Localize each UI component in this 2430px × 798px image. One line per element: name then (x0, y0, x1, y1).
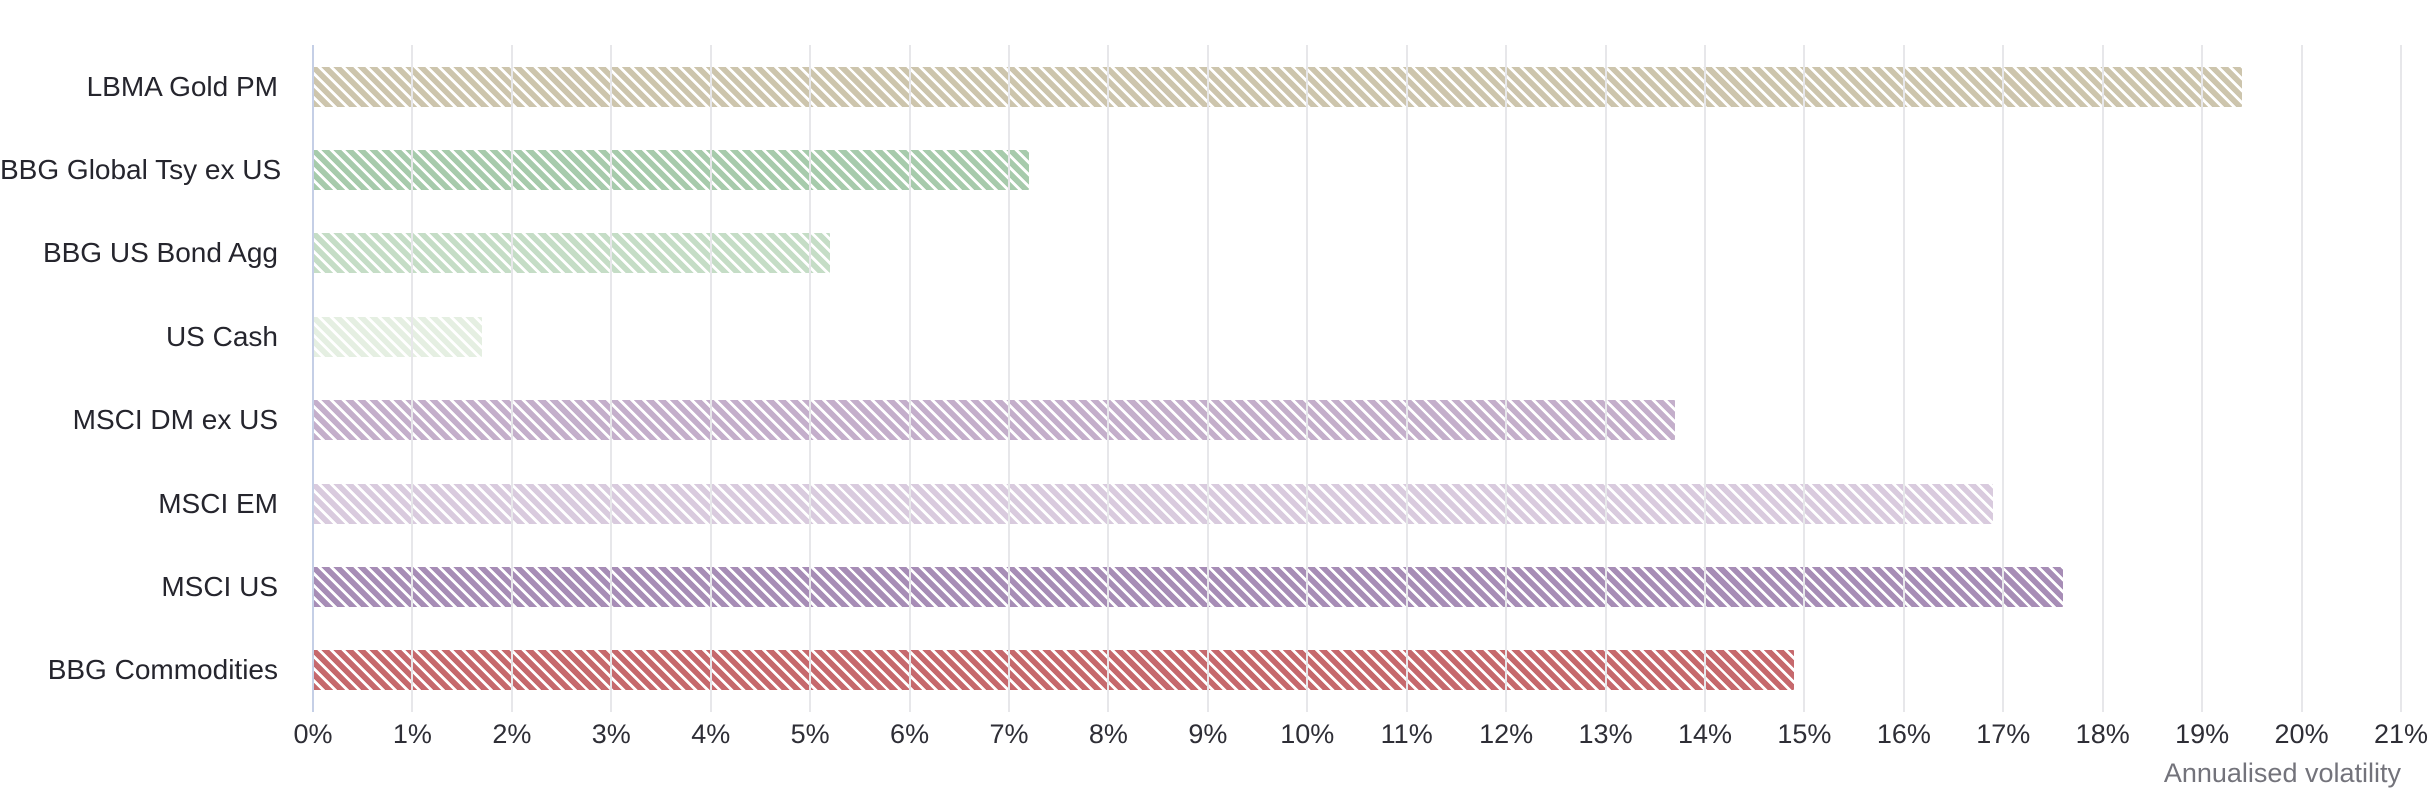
x-tick-label: 21% (2373, 719, 2429, 749)
gridline (908, 45, 911, 712)
category-label: BBG Commodities (47, 654, 278, 686)
gridline (411, 45, 414, 712)
x-tick-label: 1% (392, 719, 432, 749)
x-tick-label: 13% (1578, 719, 1633, 749)
category-label: MSCI EM (158, 487, 278, 519)
gridline (1405, 45, 1408, 712)
x-tick-label: 12% (1479, 719, 1534, 749)
gridline (709, 45, 712, 712)
bar-bbg-us-bond-agg (313, 233, 831, 274)
bar-bbg-global-tsy-ex-us (313, 150, 1029, 191)
gridline (610, 45, 613, 712)
x-tick-label: 15% (1777, 719, 1832, 749)
bar-bbg-commodities (313, 650, 1795, 691)
gridline (1008, 45, 1010, 712)
plot-area (312, 45, 2402, 712)
y-axis-line (312, 45, 314, 712)
bar-us-cash (313, 316, 483, 357)
bar-msci-dm-ex-us (313, 400, 1676, 441)
gridline (2300, 45, 2303, 712)
x-tick-label: 10% (1280, 719, 1335, 749)
x-tick-label: 11% (1380, 719, 1433, 749)
x-tick-label: 0% (293, 719, 333, 749)
category-label: MSCI DM ex US (72, 404, 278, 436)
x-tick-label: 5% (790, 719, 830, 749)
category-label: LBMA Gold PM (86, 70, 278, 102)
x-tick-label: 7% (989, 719, 1029, 749)
gridline (510, 45, 513, 712)
gridline (809, 45, 812, 712)
x-tick-label: 8% (1088, 719, 1128, 749)
gridline (2201, 45, 2204, 712)
gridline (1803, 45, 1806, 712)
x-tick-label: 20% (2274, 719, 2329, 749)
gridline (1604, 45, 1607, 712)
gridline (1704, 45, 1706, 712)
category-label: BBG Global Tsy ex US (0, 154, 282, 186)
gridline (2400, 45, 2402, 712)
x-tick-label: 19% (2175, 719, 2230, 749)
category-label: BBG US Bond Agg (42, 237, 278, 269)
x-axis-caption: Annualised volatility (2163, 758, 2401, 788)
x-tick-label: 4% (691, 719, 731, 749)
gridline (1505, 45, 1508, 712)
x-tick-label: 3% (591, 719, 631, 749)
x-tick-label: 6% (890, 719, 930, 749)
gridline (1206, 45, 1209, 712)
y-axis-labels: LBMA Gold PM BBG Global Tsy ex US BBG US B… (0, 45, 282, 712)
x-tick-label: 2% (492, 719, 532, 749)
x-tick-label: 14% (1677, 719, 1733, 749)
bar-msci-us (313, 566, 2063, 607)
x-tick-label: 17% (1976, 719, 2031, 749)
gridline (2002, 45, 2005, 712)
gridline (2101, 45, 2104, 712)
category-label: US Cash (165, 320, 278, 352)
gridline (1902, 45, 1905, 712)
x-tick-label: 16% (1876, 719, 1931, 749)
bar-lbma-gold-pm (313, 66, 2242, 107)
gridline (1306, 45, 1309, 712)
x-tick-label: 18% (2075, 719, 2130, 749)
category-label: MSCI US (161, 570, 278, 602)
x-axis-labels: 0% 1% 2% 3% 4% 5% 6% 7% 8% 9% 10% 11% 12% 13% 14% 15% 16… (293, 719, 2428, 755)
gridline (1107, 45, 1110, 712)
bar-msci-em (313, 483, 1994, 524)
x-tick-label: 9% (1188, 719, 1228, 749)
